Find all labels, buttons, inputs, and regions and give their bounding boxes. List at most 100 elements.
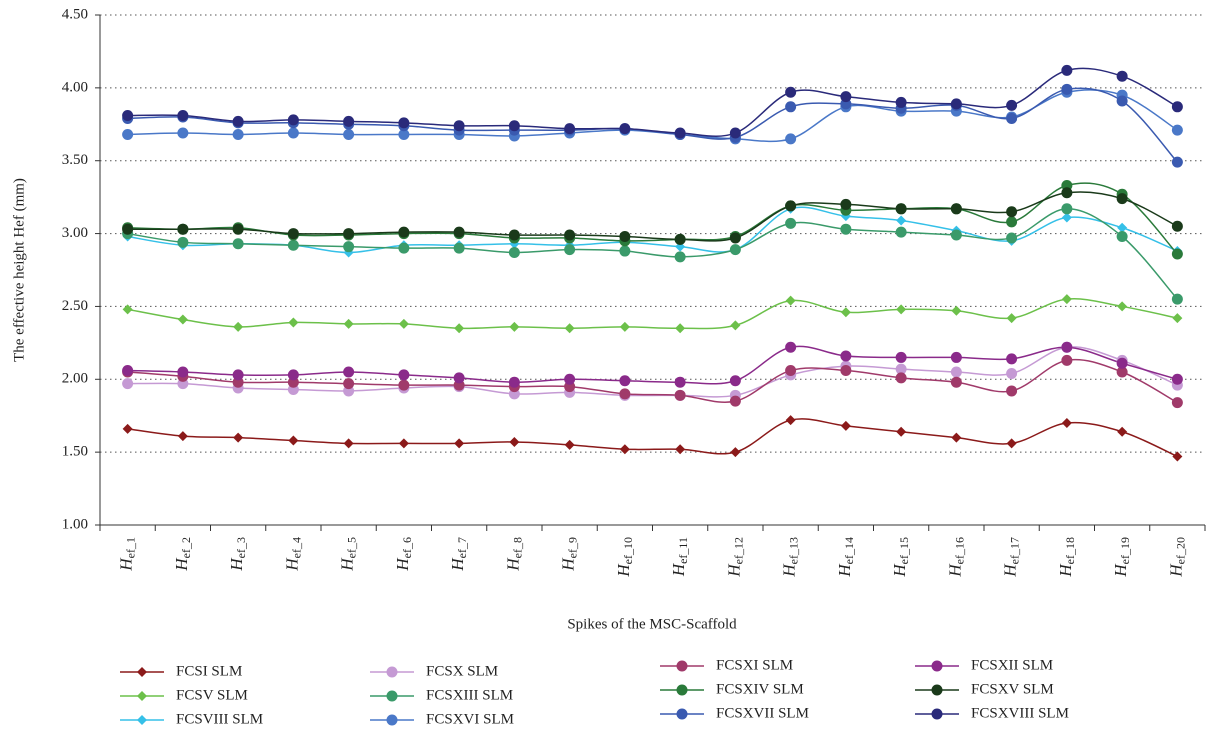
- data-point: [676, 684, 688, 696]
- data-point: [453, 226, 465, 238]
- data-point: [676, 660, 688, 672]
- data-point: [1171, 101, 1183, 113]
- data-point: [122, 378, 134, 390]
- data-point: [343, 366, 355, 378]
- data-point: [509, 436, 520, 447]
- data-point: [177, 223, 189, 235]
- x-tick-label: Hef_9: [559, 537, 580, 572]
- data-point: [1116, 230, 1128, 242]
- data-point: [137, 691, 147, 701]
- legend-label: FCSXIII SLM: [426, 687, 513, 703]
- data-point: [1171, 397, 1183, 409]
- data-point: [619, 388, 631, 400]
- data-point: [895, 226, 907, 238]
- data-point: [343, 115, 355, 127]
- data-point: [785, 365, 797, 377]
- x-tick-label: Hef_15: [890, 537, 911, 578]
- legend-item: FCSXVIII SLM: [915, 705, 1069, 721]
- x-tick-label: Hef_6: [393, 537, 414, 572]
- data-point: [1116, 357, 1128, 369]
- data-point: [1061, 187, 1073, 199]
- data-point: [896, 304, 907, 315]
- data-point: [453, 372, 465, 384]
- series-line: [127, 346, 1178, 398]
- data-point: [729, 375, 741, 387]
- series-line: [127, 345, 1178, 385]
- data-point: [454, 438, 465, 449]
- legend-item: FCSXV SLM: [915, 681, 1054, 697]
- x-tick-label: Hef_5: [338, 537, 359, 572]
- data-point: [785, 415, 796, 426]
- data-point: [1117, 222, 1128, 233]
- data-point: [785, 295, 796, 306]
- data-point: [232, 238, 244, 250]
- data-point: [232, 223, 244, 235]
- data-point: [232, 115, 244, 127]
- data-point: [1006, 385, 1018, 397]
- series-line: [127, 418, 1178, 458]
- data-point: [508, 376, 520, 388]
- data-point: [676, 708, 688, 720]
- data-point: [287, 239, 299, 251]
- data-point: [895, 363, 907, 375]
- data-point: [398, 117, 410, 129]
- x-tick-label: Hef_8: [503, 537, 524, 572]
- data-point: [730, 320, 741, 331]
- data-point: [508, 120, 520, 132]
- data-point: [1061, 64, 1073, 76]
- data-point: [950, 98, 962, 110]
- legend-item: FCSXVII SLM: [660, 705, 809, 721]
- data-point: [287, 127, 299, 139]
- data-point: [895, 372, 907, 384]
- series-line: [127, 298, 1178, 330]
- data-point: [233, 432, 244, 443]
- series-line: [127, 182, 1178, 255]
- data-point: [453, 242, 465, 254]
- data-point: [1171, 248, 1183, 260]
- data-point: [564, 373, 576, 385]
- data-point: [1061, 203, 1073, 215]
- data-point: [896, 426, 907, 437]
- legend-item: FCSXI SLM: [660, 657, 793, 673]
- data-point: [950, 376, 962, 388]
- x-tick-label: Hef_10: [614, 537, 635, 578]
- y-tick-label: 3.50: [62, 152, 88, 168]
- legend-label: FCSXVI SLM: [426, 711, 514, 727]
- data-point: [674, 389, 686, 401]
- legend-label: FCSVIII SLM: [176, 711, 263, 727]
- data-point: [508, 229, 520, 241]
- data-point: [1061, 83, 1073, 95]
- data-point: [564, 229, 576, 241]
- data-point: [1006, 216, 1018, 228]
- data-point: [232, 128, 244, 140]
- data-point: [895, 203, 907, 215]
- data-point: [785, 133, 797, 145]
- data-point: [950, 229, 962, 241]
- data-point: [398, 318, 409, 329]
- legend-label: FCSI SLM: [176, 663, 242, 679]
- data-point: [454, 323, 465, 334]
- data-point: [675, 323, 686, 334]
- data-point: [1171, 293, 1183, 305]
- data-point: [674, 233, 686, 245]
- legend-label: FCSXVIII SLM: [971, 705, 1069, 721]
- data-point: [840, 223, 852, 235]
- y-axis-title: The effective height Hef (mm): [11, 178, 27, 362]
- data-point: [386, 714, 398, 726]
- data-point: [564, 123, 576, 135]
- data-point: [288, 435, 299, 446]
- data-point: [343, 128, 355, 140]
- data-point: [840, 91, 852, 103]
- data-point: [177, 314, 188, 325]
- data-point: [122, 365, 134, 377]
- data-point: [729, 127, 741, 139]
- data-point: [951, 432, 962, 443]
- y-tick-label: 4.00: [62, 79, 88, 95]
- data-point: [122, 223, 134, 235]
- data-point: [1006, 438, 1017, 449]
- data-point: [1117, 301, 1128, 312]
- legend-item: FCSVIII SLM: [120, 711, 263, 727]
- data-point: [840, 420, 851, 431]
- data-point: [343, 378, 355, 390]
- data-point: [177, 127, 189, 139]
